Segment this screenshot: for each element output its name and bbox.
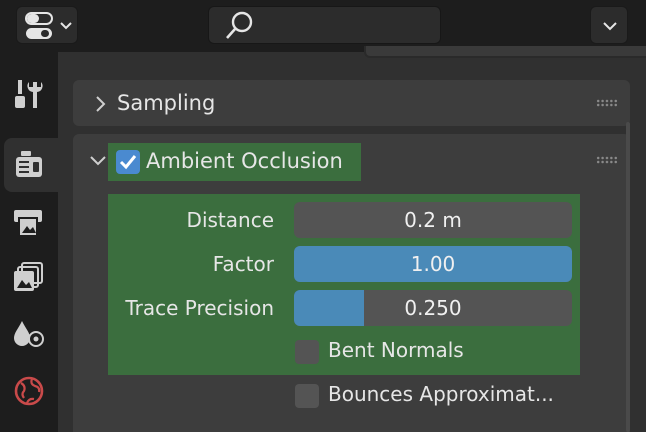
checkmark-icon <box>119 155 137 170</box>
bounces-approx-label: Bounces Approximat... <box>328 382 554 406</box>
scene-icon <box>14 321 44 347</box>
chevron-down-icon <box>603 22 617 31</box>
editor-type-icon <box>25 12 72 39</box>
factor-value: 1.00 <box>410 252 456 276</box>
search-icon <box>226 11 253 39</box>
trace-precision-slider-fill <box>294 290 364 326</box>
output-icon <box>14 210 42 237</box>
bounces-approx-checkbox[interactable] <box>295 384 319 408</box>
world-icon <box>14 376 44 406</box>
factor-label: Factor <box>212 252 274 276</box>
tab-world[interactable] <box>0 364 58 418</box>
ao-settings-highlight: Distance 0.2 m Factor 1.00 Trace Precisi… <box>108 194 580 375</box>
distance-value: 0.2 m <box>404 208 462 232</box>
distance-field[interactable]: 0.2 m <box>294 202 572 238</box>
tab-view-layer[interactable] <box>0 251 58 305</box>
factor-slider[interactable]: 1.00 <box>294 246 572 282</box>
panel-title-ambient-occlusion: Ambient Occlusion <box>146 149 343 173</box>
trace-precision-slider[interactable]: 0.250 <box>294 290 572 326</box>
properties-tab-strip <box>0 52 58 432</box>
trace-precision-value: 0.250 <box>404 296 462 320</box>
tab-tool[interactable] <box>0 68 58 122</box>
bent-normals-checkbox[interactable] <box>295 340 319 364</box>
render-icon <box>16 151 42 177</box>
scrollbar[interactable] <box>626 122 630 432</box>
tool-icon <box>15 80 43 108</box>
properties-content: Sampling Ambient Occlusion Distance 0.2 … <box>58 46 646 432</box>
factor-slider-fill <box>294 246 572 282</box>
options-dropdown-button[interactable] <box>590 6 628 44</box>
chevron-down-icon[interactable] <box>88 151 108 171</box>
properties-header <box>0 0 646 52</box>
previous-panel-field <box>364 46 646 58</box>
view-layer-icon <box>14 262 43 291</box>
panel-ambient-occlusion: Ambient Occlusion Distance 0.2 m Factor … <box>73 134 630 432</box>
ao-header-highlight: Ambient Occlusion <box>108 143 361 181</box>
search-input[interactable] <box>208 6 441 44</box>
distance-label: Distance <box>186 208 274 232</box>
drag-handle-icon[interactable] <box>596 99 618 107</box>
drag-handle-icon[interactable] <box>596 156 618 164</box>
editor-type-button[interactable] <box>16 6 78 44</box>
tab-output[interactable] <box>0 196 58 250</box>
ao-enable-checkbox[interactable] <box>116 150 140 174</box>
tab-render[interactable] <box>4 138 58 192</box>
bent-normals-label: Bent Normals <box>328 338 464 362</box>
chevron-right-icon <box>96 96 106 112</box>
panel-title-sampling: Sampling <box>117 91 216 115</box>
trace-precision-label: Trace Precision <box>125 296 274 320</box>
tab-scene[interactable] <box>0 307 58 361</box>
panel-sampling[interactable]: Sampling <box>73 80 630 126</box>
